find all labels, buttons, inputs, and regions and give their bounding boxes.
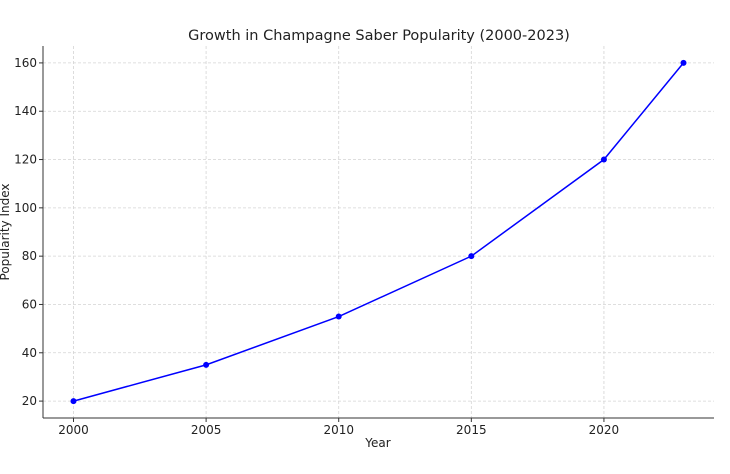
chart-title: Growth in Champagne Saber Popularity (20… bbox=[188, 28, 570, 44]
data-point bbox=[203, 361, 210, 368]
y-tick-label: 40 bbox=[22, 346, 37, 360]
y-tick-label: 60 bbox=[22, 297, 37, 311]
y-tick-label: 140 bbox=[14, 104, 37, 118]
axes bbox=[42, 46, 714, 419]
grid bbox=[43, 46, 714, 418]
x-axis-label: Year bbox=[364, 436, 390, 450]
x-tick-label: 2020 bbox=[589, 423, 620, 437]
x-tick-label: 2000 bbox=[58, 423, 89, 437]
data-point bbox=[600, 156, 607, 163]
series-line bbox=[73, 62, 685, 402]
data-point bbox=[335, 313, 342, 320]
y-tick-label: 100 bbox=[14, 201, 37, 215]
x-tick-label: 2015 bbox=[456, 423, 487, 437]
y-tick-label: 80 bbox=[22, 249, 37, 263]
x-tick-label: 2010 bbox=[323, 423, 354, 437]
data-point bbox=[70, 398, 77, 405]
y-tick-label: 160 bbox=[14, 56, 37, 70]
data-point bbox=[468, 253, 475, 260]
y-tick-label: 20 bbox=[22, 394, 37, 408]
x-tick-label: 2005 bbox=[191, 423, 222, 437]
data-point bbox=[680, 59, 687, 66]
y-tick-label: 120 bbox=[14, 153, 37, 167]
series bbox=[70, 59, 687, 405]
y-axis-label: Popularity Index bbox=[0, 184, 12, 281]
